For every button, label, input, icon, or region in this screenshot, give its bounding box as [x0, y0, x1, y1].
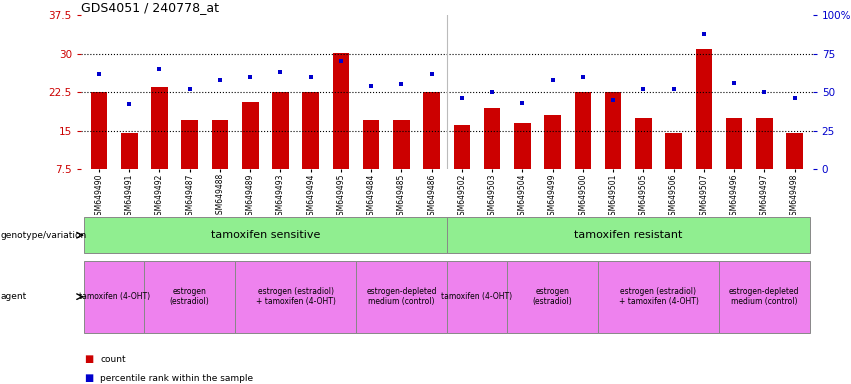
Text: tamoxifen (4-OHT): tamoxifen (4-OHT) [442, 292, 512, 301]
Text: percentile rank within the sample: percentile rank within the sample [100, 374, 254, 383]
Bar [574, 92, 591, 169]
Bar [363, 120, 380, 169]
Text: estrogen-depleted
medium (control): estrogen-depleted medium (control) [729, 287, 800, 306]
Text: estrogen
(estradiol): estrogen (estradiol) [533, 287, 573, 306]
Text: tamoxifen (4-OHT): tamoxifen (4-OHT) [78, 292, 150, 301]
Bar [121, 133, 138, 169]
Text: ■: ■ [85, 354, 98, 364]
Bar [181, 120, 198, 169]
Bar [242, 103, 259, 169]
Text: tamoxifen sensitive: tamoxifen sensitive [211, 230, 320, 240]
Bar [545, 115, 561, 169]
Bar [598, 261, 719, 333]
Bar [393, 120, 409, 169]
Text: agent: agent [1, 292, 27, 301]
Bar [454, 126, 471, 169]
Bar [507, 261, 598, 333]
Bar [356, 261, 447, 333]
Bar [726, 118, 742, 169]
Text: tamoxifen resistant: tamoxifen resistant [574, 230, 683, 240]
Bar [514, 123, 531, 169]
Bar [786, 133, 802, 169]
Text: GDS4051 / 240778_at: GDS4051 / 240778_at [81, 1, 219, 14]
Bar [272, 92, 288, 169]
Bar [423, 92, 440, 169]
Bar [447, 217, 809, 253]
Text: estrogen-depleted
medium (control): estrogen-depleted medium (control) [366, 287, 437, 306]
Bar [235, 261, 356, 333]
Bar [695, 49, 712, 169]
Bar [665, 133, 682, 169]
Bar [333, 53, 349, 169]
Bar [145, 261, 235, 333]
Bar [91, 92, 107, 169]
Bar [605, 92, 621, 169]
Bar [84, 261, 145, 333]
Bar [212, 120, 228, 169]
Text: estrogen
(estradiol): estrogen (estradiol) [170, 287, 209, 306]
Text: genotype/variation: genotype/variation [1, 231, 87, 240]
Text: estrogen (estradiol)
+ tamoxifen (4-OHT): estrogen (estradiol) + tamoxifen (4-OHT) [255, 287, 335, 306]
Bar [719, 261, 809, 333]
Bar [447, 261, 507, 333]
Text: ■: ■ [85, 373, 98, 383]
Bar [302, 92, 319, 169]
Bar [151, 87, 168, 169]
Bar [84, 217, 447, 253]
Bar [635, 118, 652, 169]
Bar [484, 108, 500, 169]
Text: count: count [100, 354, 126, 364]
Bar [756, 118, 773, 169]
Text: estrogen (estradiol)
+ tamoxifen (4-OHT): estrogen (estradiol) + tamoxifen (4-OHT) [619, 287, 699, 306]
